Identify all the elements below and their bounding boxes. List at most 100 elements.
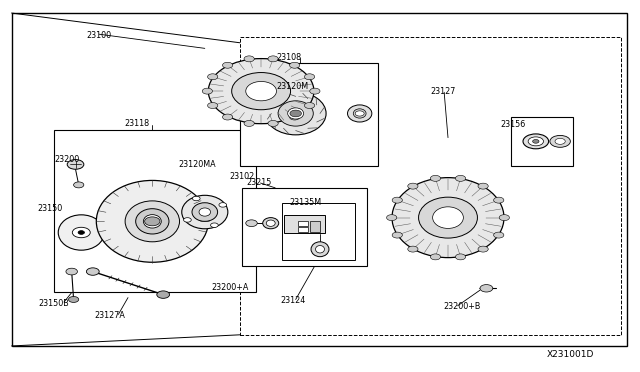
Ellipse shape [262, 218, 279, 229]
Text: X231001D: X231001D [547, 350, 595, 359]
Bar [54, 130, 256, 292]
Bar [282, 203, 355, 260]
Circle shape [305, 74, 315, 80]
Text: 23120MA: 23120MA [178, 160, 216, 169]
Text: 23100: 23100 [86, 31, 111, 40]
Text: 23108: 23108 [276, 53, 301, 62]
Circle shape [268, 121, 278, 126]
Text: 23200+B: 23200+B [443, 302, 480, 311]
Circle shape [67, 160, 84, 169]
Ellipse shape [136, 209, 169, 234]
Circle shape [207, 74, 218, 80]
Circle shape [244, 56, 254, 62]
Ellipse shape [125, 201, 179, 242]
Text: 23200: 23200 [54, 155, 79, 164]
Ellipse shape [419, 197, 477, 238]
Circle shape [193, 196, 200, 201]
Bar [12, 13, 627, 346]
Circle shape [528, 137, 543, 146]
Text: 23150B: 23150B [38, 299, 69, 308]
Ellipse shape [143, 215, 161, 228]
Circle shape [86, 268, 99, 275]
Circle shape [246, 220, 257, 227]
Circle shape [430, 175, 440, 181]
Circle shape [555, 138, 565, 144]
Text: 23215: 23215 [246, 178, 272, 187]
Bar [240, 37, 621, 335]
Circle shape [478, 183, 488, 189]
Ellipse shape [316, 246, 324, 253]
Bar [242, 188, 367, 266]
Circle shape [408, 183, 418, 189]
Circle shape [493, 197, 504, 203]
Circle shape [456, 254, 466, 260]
Circle shape [310, 88, 320, 94]
Ellipse shape [246, 81, 276, 101]
Circle shape [145, 217, 160, 226]
Text: 23120M: 23120M [276, 82, 308, 91]
Circle shape [355, 111, 364, 116]
Ellipse shape [96, 180, 209, 262]
Ellipse shape [58, 215, 104, 250]
Circle shape [289, 114, 300, 120]
Circle shape [207, 103, 218, 109]
Circle shape [74, 182, 84, 188]
Ellipse shape [199, 208, 211, 216]
Bar [298, 221, 308, 226]
Ellipse shape [348, 105, 372, 122]
Circle shape [523, 134, 548, 149]
Ellipse shape [353, 109, 366, 118]
Bar [310, 221, 320, 232]
Circle shape [223, 114, 233, 120]
Circle shape [184, 218, 191, 222]
Circle shape [78, 231, 84, 234]
Circle shape [72, 227, 90, 238]
Circle shape [211, 223, 218, 227]
Circle shape [478, 246, 488, 252]
Text: 23150: 23150 [37, 204, 62, 213]
Circle shape [268, 56, 278, 62]
Circle shape [480, 285, 493, 292]
Circle shape [244, 121, 254, 126]
Ellipse shape [265, 92, 326, 135]
Text: 23127A: 23127A [95, 311, 125, 320]
Text: 23156: 23156 [500, 120, 525, 129]
Circle shape [219, 203, 227, 207]
Text: 23127: 23127 [430, 87, 456, 96]
Circle shape [532, 140, 539, 143]
Circle shape [430, 254, 440, 260]
Bar [284, 215, 325, 233]
Circle shape [289, 62, 300, 68]
Circle shape [157, 291, 170, 298]
Ellipse shape [182, 195, 228, 229]
Ellipse shape [311, 242, 329, 257]
Circle shape [387, 215, 397, 221]
Text: 23135M: 23135M [289, 198, 321, 207]
Ellipse shape [433, 207, 463, 228]
Circle shape [408, 246, 418, 252]
Circle shape [550, 135, 570, 147]
Circle shape [499, 215, 509, 221]
Bar [240, 63, 378, 166]
Ellipse shape [209, 58, 314, 124]
Text: 23102: 23102 [229, 172, 254, 181]
Circle shape [305, 103, 315, 109]
Circle shape [290, 110, 301, 117]
Circle shape [392, 232, 403, 238]
Ellipse shape [278, 101, 314, 126]
Bar [511, 117, 573, 166]
Circle shape [392, 197, 403, 203]
Text: 23124: 23124 [280, 296, 305, 305]
Circle shape [66, 268, 77, 275]
Ellipse shape [392, 177, 504, 257]
Text: 23118: 23118 [125, 119, 150, 128]
Ellipse shape [266, 220, 275, 226]
Bar [298, 227, 308, 232]
Ellipse shape [192, 203, 218, 221]
Circle shape [456, 175, 466, 181]
Circle shape [68, 296, 79, 302]
Ellipse shape [288, 108, 304, 119]
Circle shape [493, 232, 504, 238]
Circle shape [202, 88, 212, 94]
Ellipse shape [232, 73, 291, 110]
